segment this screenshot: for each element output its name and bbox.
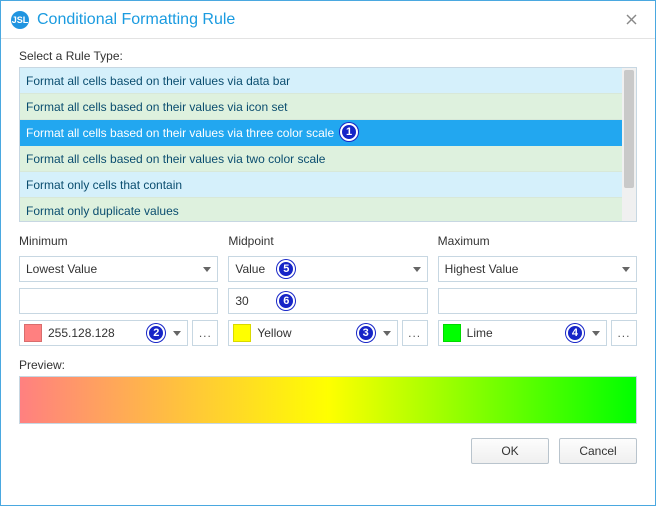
conditional-formatting-dialog: JSL Conditional Formatting Rule Select a…: [0, 0, 656, 506]
maximum-color-more-button[interactable]: ...: [611, 320, 637, 346]
close-button[interactable]: [617, 6, 645, 34]
callout-2: 2: [147, 324, 165, 342]
maximum-type-dropdown[interactable]: Highest Value: [438, 256, 637, 282]
midpoint-color-swatch: [233, 324, 251, 342]
rule-type-item[interactable]: Format all cells based on their values v…: [20, 68, 622, 94]
midpoint-color-dropdown[interactable]: Yellow 3: [228, 320, 397, 346]
minimum-color-more-button[interactable]: ...: [192, 320, 218, 346]
midpoint-column: Midpoint Value 5 30 6 Yellow 3: [228, 234, 427, 346]
maximum-value-input[interactable]: [438, 288, 637, 314]
rule-type-item[interactable]: Format all cells based on their values v…: [20, 120, 622, 146]
scrollbar[interactable]: [622, 68, 636, 221]
midpoint-type-dropdown[interactable]: Value 5: [228, 256, 427, 282]
chevron-down-icon: [622, 267, 630, 272]
rule-type-item[interactable]: Format all cells based on their values v…: [20, 94, 622, 120]
midpoint-color-label: Yellow: [257, 326, 291, 340]
maximum-color-swatch: [443, 324, 461, 342]
midpoint-color-more-button[interactable]: ...: [402, 320, 428, 346]
rule-type-list: Format all cells based on their values v…: [19, 67, 637, 222]
midpoint-label: Midpoint: [228, 234, 427, 248]
minimum-color-label: 255.128.128: [48, 326, 115, 340]
callout-3: 3: [357, 324, 375, 342]
maximum-label: Maximum: [438, 234, 637, 248]
cancel-button[interactable]: Cancel: [559, 438, 637, 464]
close-icon: [626, 14, 637, 25]
callout-4: 4: [566, 324, 584, 342]
rule-type-item[interactable]: Format only duplicate values: [20, 198, 622, 221]
callout-5: 5: [277, 260, 295, 278]
chevron-down-icon: [203, 267, 211, 272]
callout-1: 1: [340, 123, 358, 141]
midpoint-value-input[interactable]: 30 6: [228, 288, 427, 314]
minimum-type-dropdown[interactable]: Lowest Value: [19, 256, 218, 282]
titlebar: JSL Conditional Formatting Rule: [1, 1, 655, 39]
rule-type-item[interactable]: Format only cells that contain: [20, 172, 622, 198]
callout-6: 6: [277, 292, 295, 310]
maximum-column: Maximum Highest Value Lime 4 ...: [438, 234, 637, 346]
chevron-down-icon: [413, 267, 421, 272]
minimum-value-input[interactable]: [19, 288, 218, 314]
preview-gradient: [19, 376, 637, 424]
rule-type-item[interactable]: Format all cells based on their values v…: [20, 146, 622, 172]
minimum-type-value: Lowest Value: [26, 262, 97, 276]
maximum-color-label: Lime: [467, 326, 493, 340]
minimum-column: Minimum Lowest Value 255.128.128 2 ...: [19, 234, 218, 346]
midpoint-value-text: 30: [235, 294, 248, 308]
minimum-label: Minimum: [19, 234, 218, 248]
maximum-color-dropdown[interactable]: Lime 4: [438, 320, 607, 346]
scrollbar-thumb[interactable]: [624, 70, 634, 188]
ok-button[interactable]: OK: [471, 438, 549, 464]
ok-button-label: OK: [501, 444, 518, 458]
chevron-down-icon: [173, 331, 181, 336]
dialog-title: Conditional Formatting Rule: [37, 11, 235, 29]
cancel-button-label: Cancel: [579, 444, 616, 458]
chevron-down-icon: [383, 331, 391, 336]
preview-label: Preview:: [19, 358, 637, 372]
chevron-down-icon: [592, 331, 600, 336]
app-icon: JSL: [11, 11, 29, 29]
maximum-type-value: Highest Value: [445, 262, 519, 276]
rule-type-label: Select a Rule Type:: [19, 49, 637, 63]
minimum-color-swatch: [24, 324, 42, 342]
midpoint-type-value: Value: [235, 262, 265, 276]
minimum-color-dropdown[interactable]: 255.128.128 2: [19, 320, 188, 346]
